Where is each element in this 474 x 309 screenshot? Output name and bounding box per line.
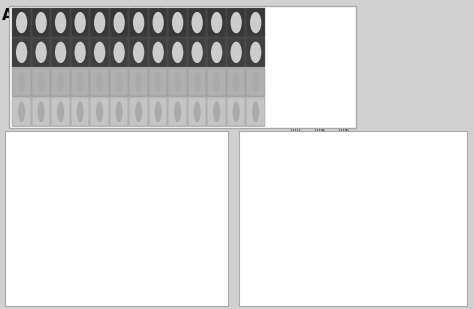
Ellipse shape [440, 180, 450, 187]
Ellipse shape [147, 206, 157, 214]
Polygon shape [14, 142, 116, 295]
Ellipse shape [144, 215, 154, 222]
Polygon shape [353, 142, 458, 295]
Ellipse shape [278, 221, 288, 229]
Ellipse shape [335, 180, 346, 187]
Ellipse shape [129, 156, 206, 281]
Text: B: B [9, 137, 21, 151]
Ellipse shape [382, 221, 392, 229]
Ellipse shape [50, 218, 60, 225]
Ellipse shape [96, 247, 106, 255]
Ellipse shape [403, 215, 414, 222]
Ellipse shape [390, 218, 400, 225]
Ellipse shape [365, 240, 375, 248]
Text: A: A [2, 8, 14, 23]
Ellipse shape [326, 235, 336, 243]
Ellipse shape [83, 163, 93, 170]
Ellipse shape [277, 215, 287, 222]
Ellipse shape [366, 156, 445, 281]
Ellipse shape [80, 195, 90, 202]
Ellipse shape [299, 215, 309, 222]
Ellipse shape [75, 234, 85, 241]
X-axis label: Resolution Å⁻¹: Resolution Å⁻¹ [292, 134, 337, 139]
Ellipse shape [130, 217, 141, 224]
Ellipse shape [90, 235, 99, 243]
Ellipse shape [262, 156, 340, 281]
Ellipse shape [385, 206, 395, 214]
Ellipse shape [319, 163, 329, 170]
Ellipse shape [41, 215, 51, 222]
Ellipse shape [368, 217, 378, 224]
Ellipse shape [263, 217, 273, 224]
Ellipse shape [435, 223, 445, 230]
Ellipse shape [128, 181, 138, 189]
Ellipse shape [98, 220, 108, 227]
Ellipse shape [330, 223, 340, 230]
Ellipse shape [94, 272, 104, 279]
Ellipse shape [28, 217, 38, 224]
Ellipse shape [27, 156, 103, 281]
Text: C: C [244, 137, 255, 151]
Ellipse shape [430, 235, 440, 243]
Ellipse shape [178, 234, 188, 241]
Ellipse shape [335, 220, 345, 227]
Polygon shape [116, 142, 219, 295]
Ellipse shape [196, 223, 206, 230]
Ellipse shape [333, 247, 343, 255]
Ellipse shape [26, 181, 36, 189]
Ellipse shape [284, 183, 309, 223]
Ellipse shape [145, 221, 155, 229]
Ellipse shape [27, 210, 36, 217]
Ellipse shape [165, 215, 175, 222]
Ellipse shape [285, 218, 295, 225]
Ellipse shape [99, 180, 109, 187]
Ellipse shape [416, 234, 427, 241]
Ellipse shape [63, 215, 73, 222]
Ellipse shape [260, 240, 271, 248]
Ellipse shape [201, 220, 210, 227]
Ellipse shape [316, 195, 327, 202]
Ellipse shape [45, 206, 55, 214]
Ellipse shape [424, 163, 434, 170]
Ellipse shape [421, 195, 431, 202]
Polygon shape [248, 142, 353, 295]
Ellipse shape [199, 247, 208, 255]
Ellipse shape [25, 240, 35, 248]
Ellipse shape [192, 235, 202, 243]
Ellipse shape [128, 240, 138, 248]
Ellipse shape [366, 181, 376, 189]
Ellipse shape [152, 218, 162, 225]
Y-axis label: Fourier Shell Correlation: Fourier Shell Correlation [255, 29, 261, 105]
Ellipse shape [186, 163, 196, 170]
Ellipse shape [201, 180, 211, 187]
Ellipse shape [366, 210, 377, 217]
Ellipse shape [382, 215, 392, 222]
Ellipse shape [261, 181, 271, 189]
Ellipse shape [197, 272, 207, 279]
Ellipse shape [273, 169, 312, 231]
Ellipse shape [42, 221, 52, 229]
Ellipse shape [262, 210, 272, 217]
Ellipse shape [437, 247, 447, 255]
Ellipse shape [129, 210, 139, 217]
Ellipse shape [331, 272, 341, 279]
Ellipse shape [311, 234, 322, 241]
Ellipse shape [439, 220, 450, 227]
Ellipse shape [281, 206, 291, 214]
Ellipse shape [436, 272, 446, 279]
Ellipse shape [93, 223, 104, 230]
Ellipse shape [182, 195, 192, 202]
